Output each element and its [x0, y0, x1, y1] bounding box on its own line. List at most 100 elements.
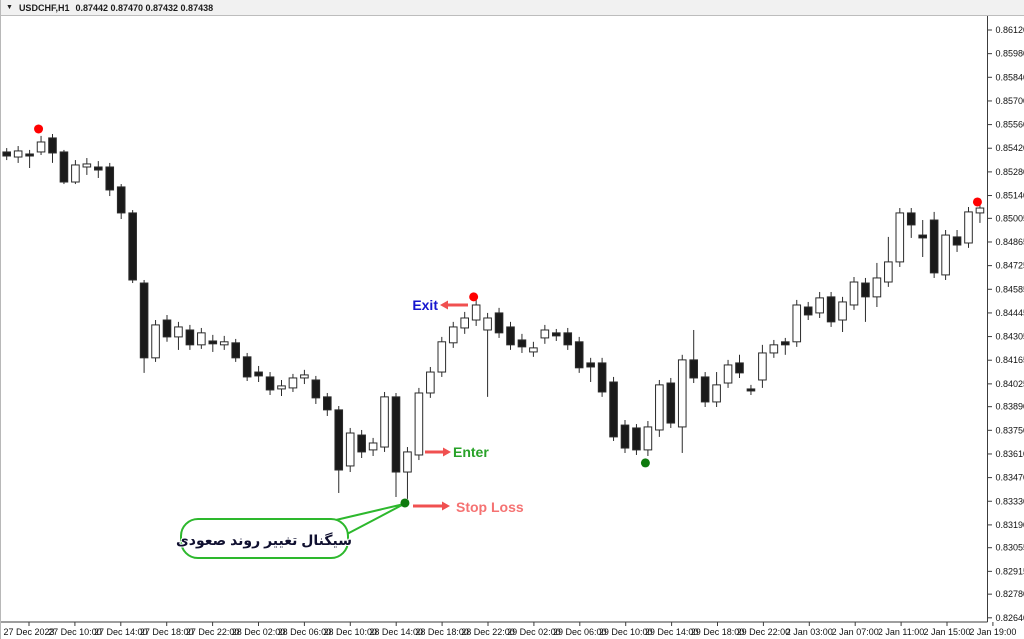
time-axis-label[interactable]: 27 Dec 10:00	[48, 627, 102, 637]
candle-bearish	[357, 434, 366, 453]
time-axis-label[interactable]: 2 Jan 11:00	[878, 627, 924, 637]
candle-bullish	[849, 281, 859, 306]
time-axis-label[interactable]: 2 Jan 03:00	[786, 627, 833, 637]
candle-bearish	[242, 356, 252, 378]
candle-bullish	[426, 371, 435, 394]
signal-dot-red[interactable]	[469, 292, 479, 302]
candle-bearish	[208, 340, 218, 345]
candle-bullish	[460, 317, 469, 329]
candle-bullish	[815, 297, 824, 314]
price-axis-label[interactable]: 0.83055	[996, 543, 1024, 553]
candle-bearish	[929, 219, 939, 274]
price-axis-label[interactable]: 0.84165	[996, 355, 1024, 365]
time-axis-label[interactable]: 2 Jan 07:00	[832, 627, 879, 637]
time-axis-label[interactable]: 2 Jan 15:00	[923, 627, 970, 637]
candle-bullish	[471, 304, 481, 321]
price-axis-label[interactable]: 0.82915	[996, 566, 1024, 576]
signal-dot-green[interactable]	[400, 498, 410, 508]
candle-bullish	[483, 317, 492, 331]
time-axis-label[interactable]: 2 Jan 19:00	[969, 627, 1016, 637]
enter-label[interactable]: Enter	[451, 442, 491, 462]
candle-bearish	[700, 376, 710, 403]
exit-label[interactable]: Exit	[411, 295, 441, 315]
time-axis-label[interactable]: 27 Dec 2023	[3, 627, 54, 637]
time-axis-label[interactable]: 28 Dec 22:00	[461, 627, 515, 637]
candle-bullish	[437, 341, 447, 373]
candle-bullish	[448, 326, 458, 344]
price-axis-label[interactable]: 0.84305	[996, 332, 1024, 342]
time-axis-label[interactable]: 29 Dec 02:00	[507, 627, 561, 637]
candle-bearish	[666, 382, 676, 424]
signal-dot-red[interactable]	[972, 197, 982, 207]
candle-bearish	[952, 236, 962, 246]
price-axis-label[interactable]: 0.84445	[996, 308, 1024, 318]
price-axis-label[interactable]: 0.84585	[996, 284, 1024, 294]
time-axis-label[interactable]: 28 Dec 18:00	[415, 627, 469, 637]
candle-bullish	[838, 301, 847, 321]
signal-dot-green[interactable]	[640, 458, 650, 468]
price-axis-label[interactable]: 0.85005	[996, 213, 1024, 223]
time-axis-label[interactable]: 28 Dec 14:00	[369, 627, 423, 637]
candle-bullish	[300, 374, 309, 379]
time-axis-label[interactable]: 29 Dec 06:00	[553, 627, 607, 637]
time-axis-label[interactable]: 29 Dec 10:00	[599, 627, 653, 637]
candle-bullish	[895, 212, 905, 263]
time-axis-label[interactable]: 27 Dec 14:00	[94, 627, 148, 637]
stop-loss-label[interactable]: Stop Loss	[454, 497, 525, 517]
candle-bearish	[391, 396, 401, 473]
price-axis-label[interactable]: 0.82640	[996, 613, 1024, 623]
candle-bearish	[803, 306, 813, 316]
candle-bearish	[906, 212, 916, 226]
candle-bearish	[265, 376, 275, 391]
candle-bullish	[380, 396, 389, 448]
signal-dot-red[interactable]	[34, 124, 44, 134]
symbol-period-label: USDCHF,H1	[18, 2, 70, 13]
arrow-head-icon	[442, 501, 450, 511]
time-axis-label[interactable]: 28 Dec 10:00	[324, 627, 378, 637]
time-axis-label[interactable]: 29 Dec 14:00	[645, 627, 699, 637]
time-axis-label[interactable]: 29 Dec 18:00	[691, 627, 745, 637]
time-axis-label[interactable]: 29 Dec 22:00	[737, 627, 791, 637]
time-axis-label[interactable]: 27 Dec 22:00	[186, 627, 240, 637]
candle-bullish	[677, 359, 687, 428]
candle-bullish	[964, 211, 973, 244]
time-axis-label[interactable]: 27 Dec 18:00	[140, 627, 194, 637]
candle-bearish	[506, 326, 515, 346]
candle-bullish	[345, 432, 355, 467]
callout-balloon[interactable]	[180, 518, 349, 559]
candle-bearish	[59, 151, 69, 183]
price-axis-label[interactable]: 0.84025	[996, 379, 1024, 389]
candle-bullish	[288, 377, 298, 389]
time-axis-label[interactable]: 28 Dec 06:00	[278, 627, 332, 637]
chart-expand-icon[interactable]: ▼	[6, 4, 13, 11]
candle-bullish	[872, 277, 882, 298]
candle-bullish	[769, 344, 779, 354]
price-axis-label[interactable]: 0.84725	[996, 261, 1024, 271]
time-axis-label[interactable]: 28 Dec 02:00	[232, 627, 286, 637]
candle-bearish	[574, 341, 584, 369]
candle-bearish	[334, 409, 344, 471]
candle-bullish	[13, 150, 23, 158]
price-axis-label[interactable]: 0.84865	[996, 237, 1024, 247]
candle-bullish	[792, 304, 802, 343]
candle-bearish	[781, 341, 790, 346]
candle-bearish	[861, 282, 870, 298]
candle-bearish	[185, 329, 195, 346]
